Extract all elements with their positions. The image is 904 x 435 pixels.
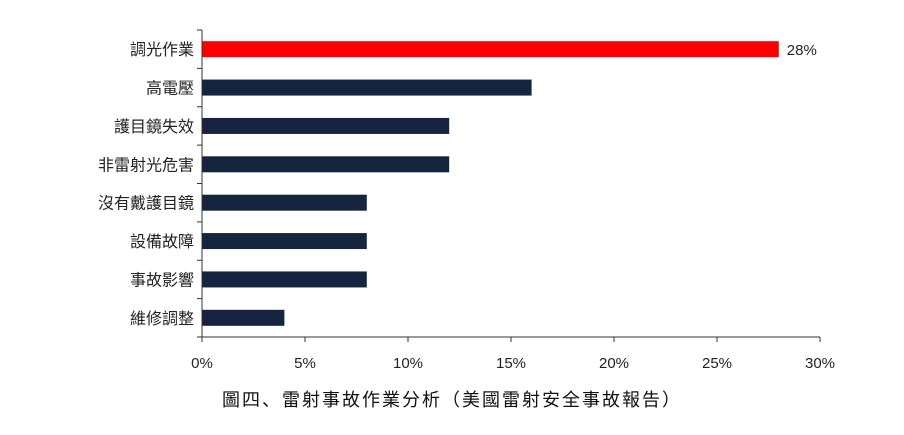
bar-0 (202, 41, 779, 58)
x-ticks: 0% 5% 10% 15% 20% 25% 30% (191, 337, 835, 372)
x-tick-label: 20% (599, 355, 629, 372)
category-label: 維修調整 (130, 309, 194, 328)
category-label: 非雷射光危害 (98, 155, 194, 174)
bar-1 (202, 79, 532, 96)
category-label: 高電壓 (146, 79, 194, 98)
category-label: 護目鏡失效 (114, 117, 194, 136)
bar-2 (202, 117, 450, 134)
data-labels: 28% (787, 42, 817, 59)
bar-5 (202, 233, 367, 250)
x-tick-label: 30% (805, 355, 835, 372)
figure-caption: 圖四、雷射事故作業分析（美國雷射安全事故報告） (222, 390, 682, 411)
x-tick-label: 10% (393, 355, 423, 372)
x-tick-label: 25% (702, 355, 732, 372)
category-label: 沒有戴護目鏡 (98, 194, 194, 213)
bar-4 (202, 194, 367, 211)
category-label: 設備故障 (130, 232, 194, 251)
category-label: 事故影響 (130, 270, 194, 289)
bar-6 (202, 271, 367, 288)
x-tick-label: 0% (191, 355, 213, 372)
x-tick-label: 5% (294, 355, 316, 372)
bars-group (202, 41, 779, 326)
bar-7 (202, 309, 285, 326)
axes (201, 30, 820, 338)
data-label: 28% (787, 42, 817, 59)
bar-3 (202, 156, 450, 173)
category-label: 調光作業 (130, 40, 194, 59)
x-tick-label: 15% (496, 355, 526, 372)
